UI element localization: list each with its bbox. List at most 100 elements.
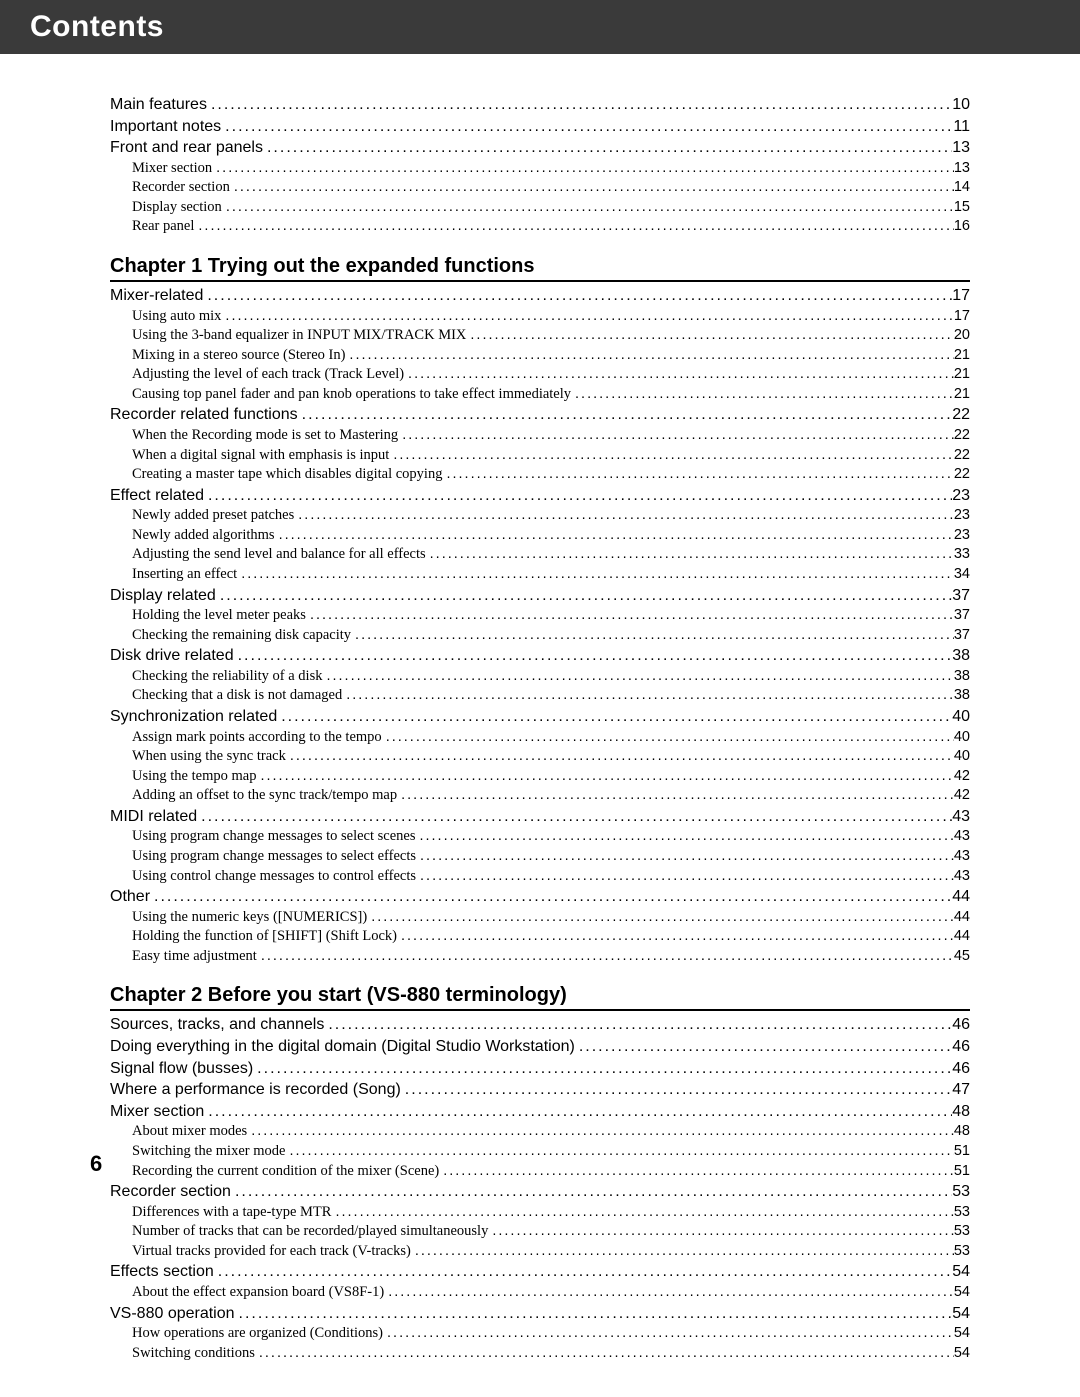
toc-entry-page: 54 bbox=[952, 1303, 970, 1325]
toc-dots: ........................................… bbox=[306, 606, 954, 626]
toc-entry-text: How operations are organized (Conditions… bbox=[132, 1324, 383, 1344]
toc-dots: ........................................… bbox=[426, 545, 954, 565]
toc-entry: Using control change messages to control… bbox=[110, 867, 970, 887]
toc-entry-page: 23 bbox=[954, 506, 970, 526]
toc-entry-page: 54 bbox=[954, 1344, 970, 1364]
toc-dots: ........................................… bbox=[415, 827, 953, 847]
toc-entry-text: Switching the mixer mode bbox=[132, 1142, 285, 1162]
toc-entry-page: 34 bbox=[954, 565, 970, 585]
toc-dots: ........................................… bbox=[235, 1303, 953, 1325]
toc-entry: Checking the remaining disk capacity ...… bbox=[110, 626, 970, 646]
toc-entry: Switching the mixer mode ...............… bbox=[110, 1142, 970, 1162]
toc-entry: Display section ........................… bbox=[110, 198, 970, 218]
toc-dots: ........................................… bbox=[466, 326, 953, 346]
toc-entry-page: 17 bbox=[952, 285, 970, 307]
toc-entry-text: Using program change messages to select … bbox=[132, 847, 416, 867]
toc-dots: ........................................… bbox=[416, 847, 954, 867]
toc-dots: ........................................… bbox=[275, 526, 954, 546]
toc-entry-text: Virtual tracks provided for each track (… bbox=[132, 1242, 411, 1262]
toc-entry-page: 42 bbox=[954, 767, 970, 787]
toc-dots: ........................................… bbox=[342, 686, 954, 706]
toc-dots: ........................................… bbox=[197, 806, 952, 828]
toc-entry-page: 43 bbox=[954, 827, 970, 847]
toc-entry-text: Other bbox=[110, 886, 150, 908]
toc-entry-page: 21 bbox=[954, 346, 970, 366]
toc-entry-text: Signal flow (busses) bbox=[110, 1058, 253, 1080]
toc-entry: Using the 3-band equalizer in INPUT MIX/… bbox=[110, 326, 970, 346]
toc-entry: Rear panel .............................… bbox=[110, 217, 970, 237]
toc-entry: Effect related .........................… bbox=[110, 485, 970, 507]
toc-entry-page: 13 bbox=[952, 137, 970, 159]
toc-entry-text: Recorder related functions bbox=[110, 404, 298, 426]
toc-entry-page: 40 bbox=[952, 706, 970, 728]
toc-entry: Assign mark points according to the temp… bbox=[110, 728, 970, 748]
toc-entry-page: 53 bbox=[954, 1242, 970, 1262]
toc-entry-text: Using the numeric keys ([NUMERICS]) bbox=[132, 908, 367, 928]
toc-entry: Using program change messages to select … bbox=[110, 827, 970, 847]
toc-dots: ........................................… bbox=[298, 404, 953, 426]
toc-entry-text: Where a performance is recorded (Song) bbox=[110, 1079, 401, 1101]
toc-entry-page: 46 bbox=[952, 1014, 970, 1036]
toc-dots: ........................................… bbox=[488, 1222, 954, 1242]
toc-dots: ........................................… bbox=[230, 178, 954, 198]
toc-entry: Front and rear panels ..................… bbox=[110, 137, 970, 159]
toc-entry-text: Recorder section bbox=[132, 178, 230, 198]
toc-dots: ........................................… bbox=[294, 506, 954, 526]
toc-dots: ........................................… bbox=[247, 1122, 954, 1142]
toc-dots: ........................................… bbox=[571, 385, 954, 405]
toc-entry: Important notes ........................… bbox=[110, 116, 970, 138]
toc-entry-page: 54 bbox=[954, 1283, 970, 1303]
toc-entry: Using the numeric keys ([NUMERICS]) ....… bbox=[110, 908, 970, 928]
toc-entry-page: 46 bbox=[952, 1058, 970, 1080]
toc-entry-text: Easy time adjustment bbox=[132, 947, 257, 967]
toc-dots: ........................................… bbox=[256, 767, 953, 787]
toc-entry-page: 40 bbox=[954, 728, 970, 748]
toc-dots: ........................................… bbox=[214, 1261, 952, 1283]
toc-entry-page: 22 bbox=[954, 446, 970, 466]
toc-dots: ........................................… bbox=[351, 626, 954, 646]
toc-dots: ........................................… bbox=[404, 365, 954, 385]
toc-dots: ........................................… bbox=[204, 485, 952, 507]
toc-entry-text: Adjusting the level of each track (Track… bbox=[132, 365, 404, 385]
toc-entry: Newly added algorithms .................… bbox=[110, 526, 970, 546]
toc-dots: ........................................… bbox=[345, 346, 953, 366]
toc-entry: MIDI related ...........................… bbox=[110, 806, 970, 828]
toc-entry-page: 54 bbox=[952, 1261, 970, 1283]
toc-entry: Creating a master tape which disables di… bbox=[110, 465, 970, 485]
toc-entry: Recorder section .......................… bbox=[110, 178, 970, 198]
toc-dots: ........................................… bbox=[216, 585, 952, 607]
toc-entry-page: 15 bbox=[954, 198, 970, 218]
toc-entry: Doing everything in the digital domain (… bbox=[110, 1036, 970, 1058]
toc-dots: ........................................… bbox=[253, 1058, 952, 1080]
toc-entry-page: 22 bbox=[954, 465, 970, 485]
toc-dots: ........................................… bbox=[150, 886, 952, 908]
toc-dots: ........................................… bbox=[234, 645, 953, 667]
toc-entry-page: 48 bbox=[952, 1101, 970, 1123]
toc-entry-text: Creating a master tape which disables di… bbox=[132, 465, 442, 485]
toc-entry-page: 46 bbox=[952, 1036, 970, 1058]
toc-dots: ........................................… bbox=[398, 426, 954, 446]
toc-entry-page: 20 bbox=[954, 326, 970, 346]
toc-entry-text: Using the tempo map bbox=[132, 767, 256, 787]
toc-entry-text: Effects section bbox=[110, 1261, 214, 1283]
toc-entry: Recorder related functions .............… bbox=[110, 404, 970, 426]
toc-entry: Disk drive related .....................… bbox=[110, 645, 970, 667]
toc-dots: ........................................… bbox=[397, 786, 954, 806]
toc-entry-text: Rear panel bbox=[132, 217, 194, 237]
toc-entry-page: 47 bbox=[952, 1079, 970, 1101]
toc-entry: Mixer section ..........................… bbox=[110, 1101, 970, 1123]
toc-entry: Signal flow (busses) ...................… bbox=[110, 1058, 970, 1080]
toc-entry-text: Checking the reliability of a disk bbox=[132, 667, 322, 687]
toc-dots: ........................................… bbox=[401, 1079, 952, 1101]
toc-dots: ........................................… bbox=[367, 908, 954, 928]
toc-entry-text: Holding the level meter peaks bbox=[132, 606, 306, 626]
toc-dots: ........................................… bbox=[575, 1036, 952, 1058]
toc-dots: ........................................… bbox=[203, 285, 952, 307]
toc-entry-text: MIDI related bbox=[110, 806, 197, 828]
toc-entry-text: VS-880 operation bbox=[110, 1303, 235, 1325]
toc-entry-page: 37 bbox=[954, 606, 970, 626]
toc-entry: Using the tempo map ....................… bbox=[110, 767, 970, 787]
toc-entry-page: 43 bbox=[954, 847, 970, 867]
toc-entry: When a digital signal with emphasis is i… bbox=[110, 446, 970, 466]
toc-entry-text: Effect related bbox=[110, 485, 204, 507]
